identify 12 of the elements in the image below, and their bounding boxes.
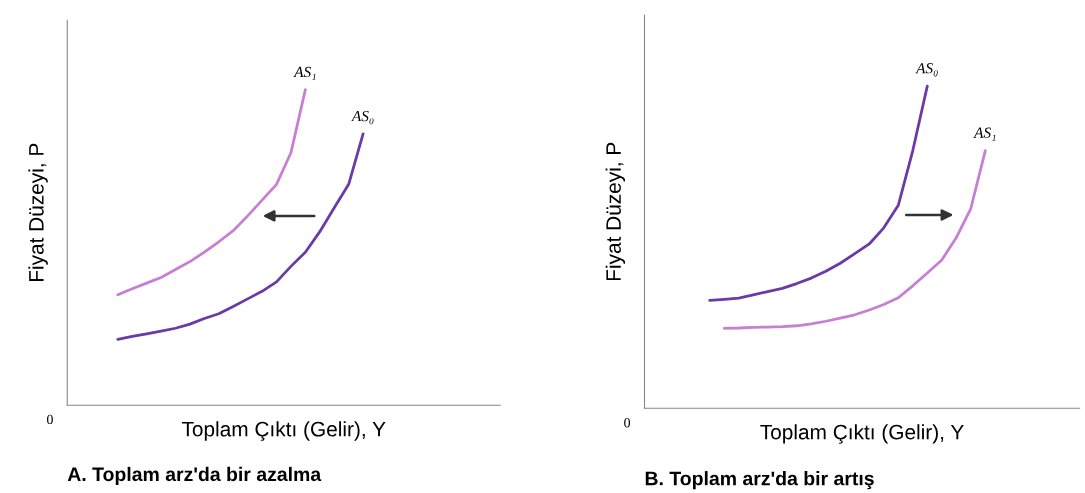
- text: B. Toplam arz'da bir artış: [645, 471, 874, 490]
- series-label: AS₀: [915, 63, 938, 77]
- series-label: AS₀: [351, 110, 374, 125]
- y-axis-title: Fiyat Düzeyi, P: [605, 142, 626, 281]
- y-axis-title: Fiyat Düzeyi, P: [28, 143, 48, 282]
- series-label: AS₁: [293, 66, 316, 81]
- text: 0: [624, 418, 631, 428]
- series-label: AS₁: [973, 127, 996, 141]
- text: 0: [47, 414, 53, 425]
- text: A. Toplam arz'da bir azalma: [67, 466, 322, 485]
- x-axis-title: Toplam Çıktı (Gelir), Y: [760, 424, 964, 444]
- x-axis-title: Toplam Çıktı (Gelir), Y: [181, 421, 386, 441]
